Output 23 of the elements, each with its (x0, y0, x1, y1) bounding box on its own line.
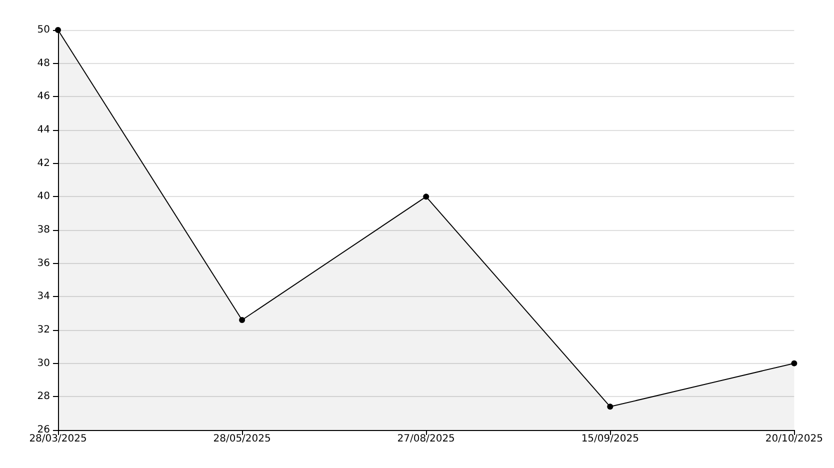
x-tick-label: 28/05/2025 (213, 434, 271, 444)
y-tick-label: 30 (37, 358, 50, 369)
point (423, 194, 430, 200)
y-tick-label: 46 (37, 91, 50, 102)
y-tick-label: 38 (37, 224, 50, 236)
y-tick-label: 40 (37, 191, 50, 202)
y-tick-label: 34 (37, 291, 50, 302)
y-tick-label: 50 (37, 24, 50, 36)
y-tick-label: 28 (37, 391, 50, 402)
x-tick-label: 20/10/2025 (765, 434, 823, 444)
y-tick-label: 32 (37, 324, 50, 336)
y-tick-label: 26 (37, 424, 50, 436)
point (239, 317, 246, 323)
y-tick-label: 42 (37, 158, 50, 169)
x-tick-label: 15/09/2025 (581, 434, 639, 444)
y-tick-label: 48 (37, 58, 50, 69)
point (55, 27, 61, 33)
x-tick-label: 28/03/2025 (29, 434, 87, 444)
point (791, 360, 798, 366)
y-tick-label: 44 (37, 124, 50, 136)
point (607, 404, 614, 410)
y-tick-label: 36 (37, 258, 50, 269)
x-tick-label: 27/08/2025 (397, 434, 455, 444)
